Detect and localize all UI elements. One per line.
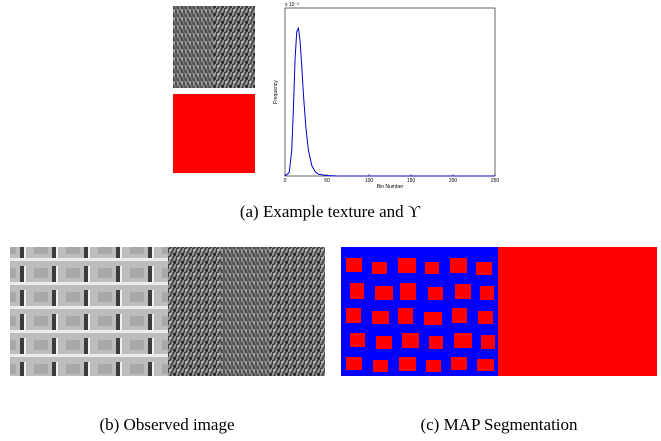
x-tick-label: 250 xyxy=(491,178,500,184)
observed-image xyxy=(10,247,325,376)
annotation: x 10⁻³ xyxy=(285,2,299,8)
caption-c: (c) MAP Segmentation xyxy=(420,415,578,434)
x-axis-label: Bin Number xyxy=(377,184,404,190)
y-axis-label: Frequency xyxy=(273,80,279,104)
label-square xyxy=(173,94,255,173)
x-tick-label: 150 xyxy=(407,178,416,184)
histogram-chart: 0 50 100 150 200 250 Bin Number Frequency x 10⁻³ xyxy=(273,2,499,190)
series-line xyxy=(285,28,495,176)
x-tick-label: 50 xyxy=(324,178,330,184)
x-tick-label: 100 xyxy=(365,178,374,184)
page: 0 50 100 150 200 250 Bin Number Frequency x 10⁻³… xyxy=(0,0,661,441)
texture-example xyxy=(173,6,255,88)
caption-a: (a) Example texture and ϒ xyxy=(240,202,421,221)
caption-b: (b) Observed image xyxy=(99,415,234,434)
plot-frame xyxy=(285,8,495,176)
x-tick-label: 200 xyxy=(449,178,458,184)
segmentation-image xyxy=(341,247,657,376)
x-tick-label: 0 xyxy=(284,178,287,184)
figure: 0 50 100 150 200 250 Bin Number Frequency x 10⁻³… xyxy=(0,0,661,441)
